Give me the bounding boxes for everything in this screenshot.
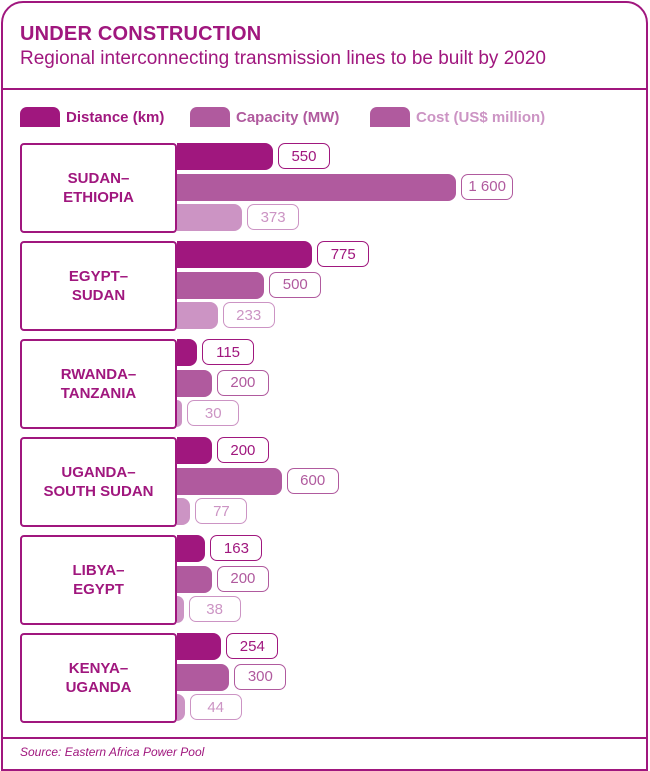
bar-capacity <box>177 369 212 397</box>
category-label: SUDAN– ETHIOPIA <box>20 143 177 233</box>
bar-cost <box>177 204 243 231</box>
legend-item-capacity: Capacity (MW) <box>190 107 339 127</box>
category-group: SUDAN– ETHIOPIA 550 1 600 373 <box>20 143 620 233</box>
category-label: EGYPT– SUDAN <box>20 241 177 331</box>
legend-swatch-capacity <box>190 107 230 127</box>
data-label-capacity: 200 <box>216 565 269 592</box>
data-label-cost: 77 <box>195 498 248 524</box>
category-group: RWANDA– TANZANIA 115 200 30 <box>20 339 620 429</box>
bar-capacity <box>177 663 230 691</box>
bar-distance <box>177 437 212 464</box>
header-divider <box>3 88 646 90</box>
category-label: RWANDA– TANZANIA <box>20 339 177 429</box>
legend-item-distance: Distance (km) <box>20 107 164 127</box>
data-label-cost: 44 <box>189 694 242 720</box>
legend-item-cost: Cost (US$ million) <box>370 107 545 127</box>
category-label: LIBYA– EGYPT <box>20 535 177 625</box>
bar-capacity <box>177 271 265 299</box>
bar-distance <box>177 143 273 170</box>
bar-capacity <box>177 565 212 593</box>
data-label-distance: 200 <box>216 437 269 463</box>
data-label-cost: 373 <box>247 204 300 230</box>
category-group: UGANDA– SOUTH SUDAN 200 600 77 <box>20 437 620 527</box>
legend-label-cost: Cost (US$ million) <box>416 108 546 126</box>
footer-divider <box>3 737 646 739</box>
data-label-capacity: 500 <box>269 271 322 298</box>
data-label-distance: 254 <box>226 633 279 659</box>
data-label-distance: 163 <box>210 535 263 561</box>
category-label: UGANDA– SOUTH SUDAN <box>20 437 177 527</box>
chart-subtitle: Regional interconnecting transmission li… <box>20 48 546 69</box>
bar-cost <box>177 694 185 721</box>
data-label-capacity: 1 600 <box>461 173 514 200</box>
data-label-capacity: 200 <box>216 369 269 396</box>
data-label-capacity: 600 <box>286 467 339 494</box>
legend-label-capacity: Capacity (MW) <box>236 108 340 126</box>
source-note: Source: Eastern Africa Power Pool <box>20 745 205 759</box>
category-group: LIBYA– EGYPT 163 200 38 <box>20 535 620 625</box>
bar-distance <box>177 633 222 660</box>
bar-cost <box>177 400 183 427</box>
bar-distance <box>177 241 313 268</box>
data-label-cost: 30 <box>187 400 240 426</box>
chart-title: UNDER CONSTRUCTION <box>20 23 262 45</box>
bar-distance <box>177 535 206 562</box>
data-label-cost: 38 <box>188 596 241 622</box>
data-label-distance: 775 <box>317 241 370 267</box>
bar-capacity <box>177 467 282 495</box>
category-label: KENYA– UGANDA <box>20 633 177 723</box>
category-group: EGYPT– SUDAN 775 500 233 <box>20 241 620 331</box>
bar-distance <box>177 339 198 366</box>
bar-capacity <box>177 173 457 201</box>
bar-cost <box>177 498 191 525</box>
bar-cost <box>177 302 218 329</box>
data-label-capacity: 300 <box>234 663 287 690</box>
category-group: KENYA– UGANDA 254 300 44 <box>20 633 620 723</box>
bar-cost <box>177 596 184 623</box>
legend-swatch-cost <box>370 107 410 127</box>
data-label-distance: 115 <box>202 339 255 365</box>
legend-swatch-distance <box>20 107 60 127</box>
legend-label-distance: Distance (km) <box>66 108 165 126</box>
data-label-distance: 550 <box>277 143 330 169</box>
data-label-cost: 233 <box>222 302 275 328</box>
